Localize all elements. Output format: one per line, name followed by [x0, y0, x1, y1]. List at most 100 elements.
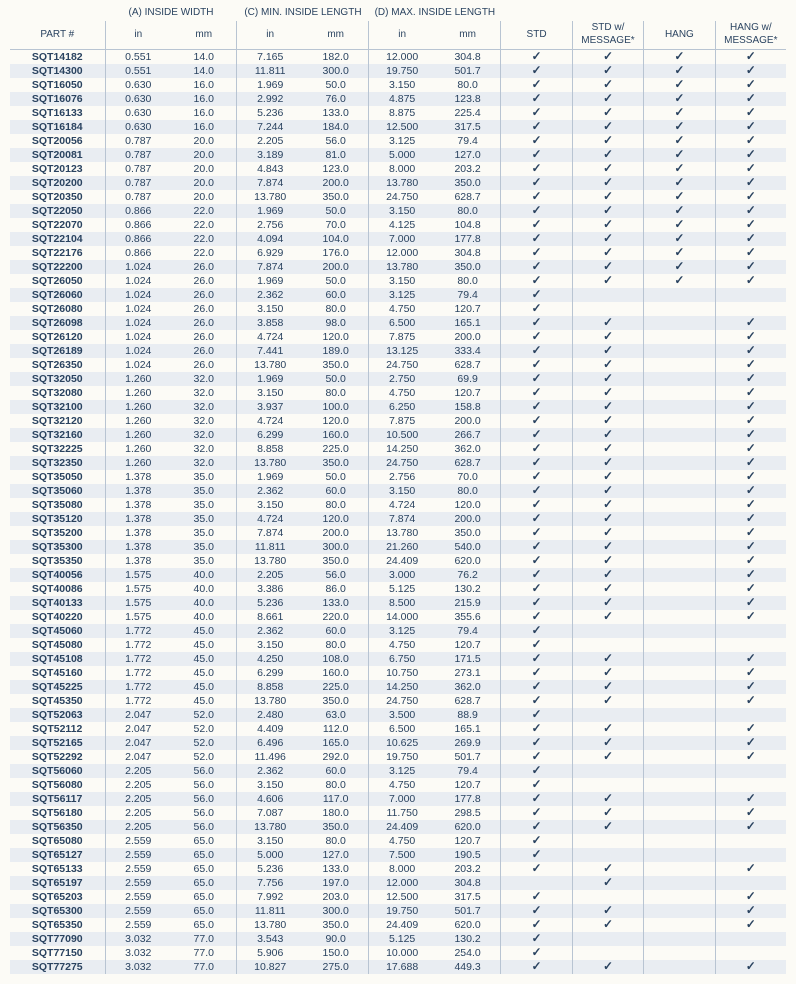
- check-icon: ✓: [746, 119, 756, 133]
- check-icon: ✓: [603, 679, 613, 693]
- check-icon: ✓: [674, 105, 684, 119]
- check-icon: ✓: [532, 343, 542, 357]
- part-number: SQT22050: [10, 204, 105, 218]
- part-number: SQT56180: [10, 806, 105, 820]
- check-icon: ✓: [603, 147, 613, 161]
- check-icon: ✓: [603, 49, 613, 63]
- check-icon: ✓: [532, 511, 542, 525]
- check-icon: ✓: [532, 371, 542, 385]
- check-icon: ✓: [532, 917, 542, 931]
- check-icon: ✓: [746, 889, 756, 903]
- check-icon: ✓: [532, 959, 542, 973]
- header-a-mm: mm: [171, 21, 237, 50]
- table-row: SQT321001.26032.03.937100.06.250158.8✓✓✓: [10, 400, 786, 414]
- check-icon: ✓: [532, 791, 542, 805]
- part-number: SQT56060: [10, 764, 105, 778]
- table-row: SQT353501.37835.013.780350.024.409620.0✓…: [10, 554, 786, 568]
- check-icon: ✓: [532, 427, 542, 441]
- part-number: SQT20081: [10, 148, 105, 162]
- check-icon: ✓: [603, 203, 613, 217]
- part-number: SQT26189: [10, 344, 105, 358]
- check-icon: ✓: [603, 343, 613, 357]
- check-icon: ✓: [746, 63, 756, 77]
- check-icon: ✓: [603, 693, 613, 707]
- check-icon: ✓: [603, 819, 613, 833]
- check-icon: ✓: [532, 553, 542, 567]
- header-d-in: in: [369, 21, 435, 50]
- check-icon: ✓: [746, 329, 756, 343]
- check-icon: ✓: [532, 217, 542, 231]
- table-row: SQT201230.78720.04.843123.08.000203.2✓✓✓…: [10, 162, 786, 176]
- check-icon: ✓: [603, 329, 613, 343]
- check-icon: ✓: [603, 497, 613, 511]
- header-hang-msg: HANG w/ MESSAGE*: [715, 21, 786, 50]
- check-icon: ✓: [746, 539, 756, 553]
- table-row: SQT221040.86622.04.094104.07.000177.8✓✓✓…: [10, 232, 786, 246]
- group-header-d: (D) MAX. INSIDE LENGTH: [369, 6, 501, 21]
- part-number: SQT35060: [10, 484, 105, 498]
- table-row: SQT653002.55965.011.811300.019.750501.7✓…: [10, 904, 786, 918]
- check-icon: ✓: [674, 119, 684, 133]
- check-icon: ✓: [746, 525, 756, 539]
- check-icon: ✓: [532, 539, 542, 553]
- check-icon: ✓: [532, 469, 542, 483]
- table-row: SQT770903.03277.03.54390.05.125130.2✓: [10, 932, 786, 946]
- part-number: SQT52063: [10, 708, 105, 722]
- check-icon: ✓: [532, 581, 542, 595]
- check-icon: ✓: [532, 763, 542, 777]
- check-icon: ✓: [674, 245, 684, 259]
- table-row: SQT772753.03277.010.827275.017.688449.3✓…: [10, 960, 786, 974]
- check-icon: ✓: [532, 623, 542, 637]
- check-icon: ✓: [746, 161, 756, 175]
- check-icon: ✓: [532, 231, 542, 245]
- header-a-in: in: [105, 21, 171, 50]
- part-number: SQT16133: [10, 106, 105, 120]
- group-header-a: (A) INSIDE WIDTH: [105, 6, 237, 21]
- part-number: SQT32080: [10, 386, 105, 400]
- part-number: SQT32160: [10, 428, 105, 442]
- part-number: SQT40086: [10, 582, 105, 596]
- check-icon: ✓: [674, 161, 684, 175]
- part-number: SQT16050: [10, 78, 105, 92]
- check-icon: ✓: [746, 189, 756, 203]
- check-icon: ✓: [603, 483, 613, 497]
- table-row: SQT322251.26032.08.858225.014.250362.0✓✓…: [10, 442, 786, 456]
- check-icon: ✓: [746, 203, 756, 217]
- check-icon: ✓: [532, 707, 542, 721]
- check-icon: ✓: [532, 931, 542, 945]
- check-icon: ✓: [532, 595, 542, 609]
- part-number: SQT45108: [10, 652, 105, 666]
- check-icon: ✓: [746, 427, 756, 441]
- table-row: SQT352001.37835.07.874200.013.780350.0✓✓…: [10, 526, 786, 540]
- check-icon: ✓: [532, 175, 542, 189]
- table-row: SQT453501.77245.013.780350.024.750628.7✓…: [10, 694, 786, 708]
- part-number: SQT14182: [10, 50, 105, 65]
- check-icon: ✓: [532, 357, 542, 371]
- check-icon: ✓: [746, 917, 756, 931]
- check-icon: ✓: [603, 735, 613, 749]
- check-icon: ✓: [746, 861, 756, 875]
- check-icon: ✓: [532, 441, 542, 455]
- check-icon: ✓: [532, 847, 542, 861]
- check-icon: ✓: [603, 119, 613, 133]
- check-icon: ✓: [532, 945, 542, 959]
- table-row: SQT200810.78720.03.18981.05.000127.0✓✓✓✓: [10, 148, 786, 162]
- table-row: SQT450601.77245.02.36260.03.12579.4✓: [10, 624, 786, 638]
- check-icon: ✓: [603, 259, 613, 273]
- check-icon: ✓: [532, 147, 542, 161]
- table-row: SQT651272.55965.05.000127.07.500190.5✓: [10, 848, 786, 862]
- check-icon: ✓: [674, 231, 684, 245]
- check-icon: ✓: [603, 273, 613, 287]
- header-hang: HANG: [644, 21, 715, 50]
- check-icon: ✓: [746, 399, 756, 413]
- check-icon: ✓: [746, 819, 756, 833]
- check-icon: ✓: [532, 651, 542, 665]
- check-icon: ✓: [532, 525, 542, 539]
- check-icon: ✓: [674, 273, 684, 287]
- table-row: SQT261891.02426.07.441189.013.125333.4✓✓…: [10, 344, 786, 358]
- check-icon: ✓: [532, 105, 542, 119]
- check-icon: ✓: [603, 371, 613, 385]
- part-number: SQT77150: [10, 946, 105, 960]
- check-icon: ✓: [532, 903, 542, 917]
- check-icon: ✓: [746, 231, 756, 245]
